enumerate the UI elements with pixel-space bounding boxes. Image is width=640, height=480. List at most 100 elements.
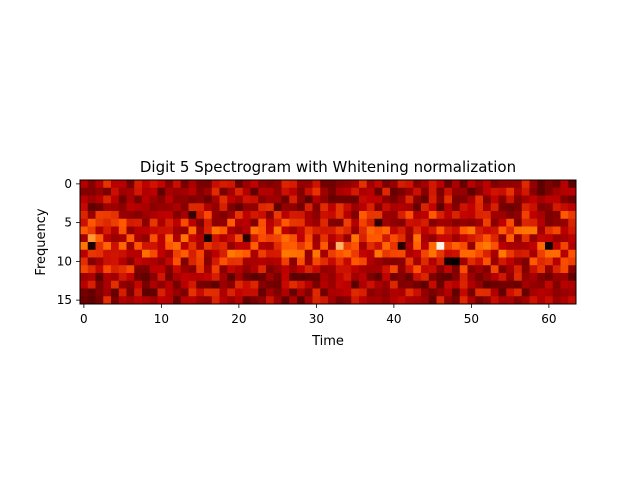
heatmap-cell <box>196 280 205 289</box>
heatmap-cell <box>235 187 244 196</box>
heatmap-cell <box>134 296 143 305</box>
heatmap-cell <box>475 187 484 196</box>
heatmap-cell <box>397 249 406 258</box>
heatmap-cell <box>537 280 546 289</box>
heatmap-cell <box>421 280 430 289</box>
heatmap-cell <box>281 195 290 204</box>
heatmap-cell <box>80 234 89 243</box>
heatmap-cell <box>188 180 197 189</box>
heatmap-cell <box>436 187 445 196</box>
heatmap-cell <box>142 187 151 196</box>
heatmap-cell <box>289 249 298 258</box>
heatmap-cell <box>467 265 476 274</box>
heatmap-cell <box>328 265 337 274</box>
heatmap-cell <box>537 226 546 235</box>
heatmap-cell <box>289 280 298 289</box>
heatmap-cell <box>235 180 244 189</box>
heatmap-cell <box>196 257 205 266</box>
heatmap-cell <box>490 218 499 227</box>
heatmap-cell <box>250 288 259 297</box>
heatmap-cell <box>289 234 298 243</box>
heatmap-cell <box>490 273 499 282</box>
heatmap-cell <box>180 257 189 266</box>
heatmap-cell <box>149 234 158 243</box>
heatmap-cell <box>134 218 143 227</box>
heatmap-cell <box>204 203 213 212</box>
heatmap-cell <box>165 288 174 297</box>
heatmap-cell <box>173 280 182 289</box>
heatmap-cell <box>149 249 158 258</box>
heatmap-cell <box>111 218 120 227</box>
heatmap-cell <box>126 203 135 212</box>
heatmap-cell <box>242 187 251 196</box>
heatmap-cell <box>134 242 143 251</box>
heatmap-cell <box>173 288 182 297</box>
heatmap-cell <box>405 273 414 282</box>
heatmap-cell <box>490 257 499 266</box>
heatmap-cell <box>111 288 120 297</box>
heatmap-cell <box>80 280 89 289</box>
heatmap-cell <box>545 203 554 212</box>
heatmap-cell <box>459 203 468 212</box>
heatmap-cell <box>359 280 368 289</box>
heatmap-cell <box>359 249 368 258</box>
heatmap-cell <box>359 203 368 212</box>
heatmap-cell <box>312 296 321 305</box>
heatmap-cell <box>273 265 282 274</box>
heatmap-cell <box>521 218 530 227</box>
heatmap-cell <box>95 226 104 235</box>
heatmap-cell <box>366 187 375 196</box>
heatmap-cell <box>80 226 89 235</box>
heatmap-cell <box>165 242 174 251</box>
heatmap-cell <box>444 249 453 258</box>
heatmap-cell <box>328 187 337 196</box>
heatmap-cell <box>242 211 251 220</box>
heatmap-cell <box>273 288 282 297</box>
heatmap-cell <box>452 180 461 189</box>
heatmap-cell <box>320 280 329 289</box>
heatmap-cell <box>390 234 399 243</box>
heatmap-cell <box>312 187 321 196</box>
heatmap-cell <box>312 234 321 243</box>
heatmap-cell <box>374 218 383 227</box>
heatmap-cell <box>552 280 561 289</box>
heatmap-cell <box>165 273 174 282</box>
heatmap-cell <box>126 249 135 258</box>
heatmap-cell <box>235 226 244 235</box>
heatmap-cell <box>459 273 468 282</box>
heatmap-cell <box>498 280 507 289</box>
heatmap-cell <box>304 187 313 196</box>
heatmap-cell <box>312 226 321 235</box>
heatmap-cell <box>87 273 96 282</box>
heatmap-cell <box>227 187 236 196</box>
heatmap-cell <box>428 265 437 274</box>
heatmap-cell <box>227 218 236 227</box>
heatmap-cell <box>537 273 546 282</box>
heatmap-cell <box>87 203 96 212</box>
heatmap-cell <box>281 280 290 289</box>
heatmap-cell <box>506 187 515 196</box>
heatmap-cell <box>173 265 182 274</box>
heatmap-cell <box>118 265 127 274</box>
heatmap-cell <box>382 187 391 196</box>
plot-frame <box>79 179 577 305</box>
heatmap-cell <box>506 203 515 212</box>
heatmap-cell <box>436 265 445 274</box>
heatmap-cell <box>475 273 484 282</box>
heatmap-cell <box>552 288 561 297</box>
heatmap-cell <box>95 195 104 204</box>
heatmap-cell <box>444 280 453 289</box>
heatmap-cell <box>149 296 158 305</box>
heatmap-cell <box>335 273 344 282</box>
heatmap-cell <box>103 180 112 189</box>
heatmap-cell <box>444 203 453 212</box>
heatmap-cell <box>266 265 275 274</box>
heatmap-cell <box>568 226 577 235</box>
heatmap-cell <box>219 180 228 189</box>
heatmap-cell <box>250 203 259 212</box>
heatmap-cell <box>219 249 228 258</box>
heatmap-cell <box>452 187 461 196</box>
heatmap-cell <box>227 273 236 282</box>
heatmap-cell <box>521 265 530 274</box>
heatmap-cell <box>297 257 306 266</box>
